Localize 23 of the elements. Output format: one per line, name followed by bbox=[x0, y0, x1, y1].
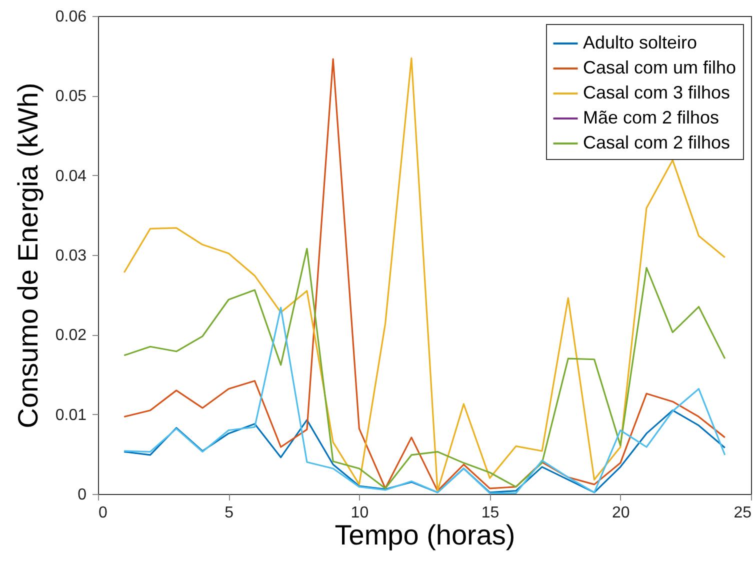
y-tick-label: 0.05 bbox=[55, 88, 87, 106]
y-axis-title: Consumo de Energia (kWh) bbox=[12, 82, 44, 428]
line-series bbox=[123, 306, 726, 494]
y-tick-label: 0.04 bbox=[55, 168, 87, 185]
x-tick-label: 25 bbox=[734, 504, 752, 522]
y-tick-label: 0 bbox=[78, 486, 87, 504]
x-tick-label: 10 bbox=[350, 504, 369, 522]
x-tick-label: 5 bbox=[224, 504, 234, 522]
legend-label: Mãe com 2 filhos bbox=[583, 108, 720, 128]
x-tick-label: 15 bbox=[481, 504, 500, 522]
legend-label: Casal com 2 filhos bbox=[583, 132, 730, 152]
x-tick-label: 0 bbox=[98, 504, 108, 522]
x-tick-label: 20 bbox=[612, 504, 630, 522]
line-series bbox=[123, 410, 726, 494]
y-tick-label: 0.06 bbox=[55, 8, 87, 26]
line-series bbox=[123, 248, 726, 490]
x-axis-title: Tempo (horas) bbox=[334, 520, 516, 550]
legend-label: Adulto solteiro bbox=[583, 32, 698, 52]
legend-label: Casal com 3 filhos bbox=[583, 82, 730, 102]
legend-label: Casal com um filho bbox=[583, 58, 736, 78]
y-tick-label: 0.01 bbox=[55, 406, 87, 424]
y-tick-label: 0.02 bbox=[55, 327, 87, 344]
y-tick-label: 0.03 bbox=[55, 248, 87, 264]
